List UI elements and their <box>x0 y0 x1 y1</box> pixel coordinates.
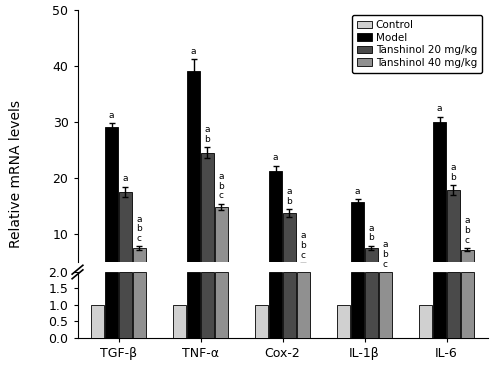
Text: a: a <box>355 187 360 196</box>
Bar <box>283 272 296 338</box>
Text: Relative mRNA levels: Relative mRNA levels <box>9 100 23 248</box>
Text: a: a <box>273 153 278 162</box>
Bar <box>365 272 378 338</box>
Text: a
b: a b <box>368 224 374 243</box>
Bar <box>201 153 214 290</box>
Bar <box>173 305 186 338</box>
Bar <box>447 190 460 290</box>
Bar <box>379 273 392 290</box>
Bar <box>461 250 474 290</box>
Text: a: a <box>109 110 114 120</box>
Bar <box>447 272 460 338</box>
Text: a
b
c: a b c <box>464 216 470 244</box>
Text: a
b
c: a b c <box>218 172 224 200</box>
Bar <box>105 127 118 290</box>
Bar <box>133 248 146 290</box>
Text: a
b: a b <box>286 187 292 206</box>
Text: a: a <box>191 47 196 55</box>
Bar <box>255 305 268 338</box>
Bar <box>187 71 200 290</box>
Legend: Control, Model, Tanshinol 20 mg/kg, Tanshinol 40 mg/kg: Control, Model, Tanshinol 20 mg/kg, Tans… <box>352 15 482 73</box>
Bar <box>433 122 446 290</box>
Bar <box>461 272 474 338</box>
Text: a: a <box>437 104 442 113</box>
Text: a: a <box>122 175 128 183</box>
Text: a
b
c: a b c <box>136 215 142 243</box>
Bar <box>105 272 118 338</box>
Bar <box>283 213 296 290</box>
Bar <box>91 305 104 338</box>
Bar <box>215 207 228 290</box>
Text: a
b
c: a b c <box>382 240 388 269</box>
Bar <box>297 272 310 338</box>
Bar <box>187 272 200 338</box>
Bar <box>133 272 146 338</box>
Text: a
b: a b <box>204 125 210 144</box>
Bar <box>419 305 432 338</box>
Bar <box>269 171 282 290</box>
Bar <box>351 202 364 290</box>
Bar <box>379 272 392 338</box>
Bar <box>433 272 446 338</box>
Bar <box>269 272 282 338</box>
Text: a
b
c: a b c <box>300 231 306 260</box>
Bar <box>297 265 310 290</box>
Text: a
b: a b <box>450 163 456 182</box>
Bar <box>365 248 378 290</box>
Bar <box>351 272 364 338</box>
Bar <box>215 272 228 338</box>
Bar <box>337 305 350 338</box>
Bar <box>201 272 214 338</box>
Bar <box>119 272 132 338</box>
Bar <box>119 192 132 290</box>
